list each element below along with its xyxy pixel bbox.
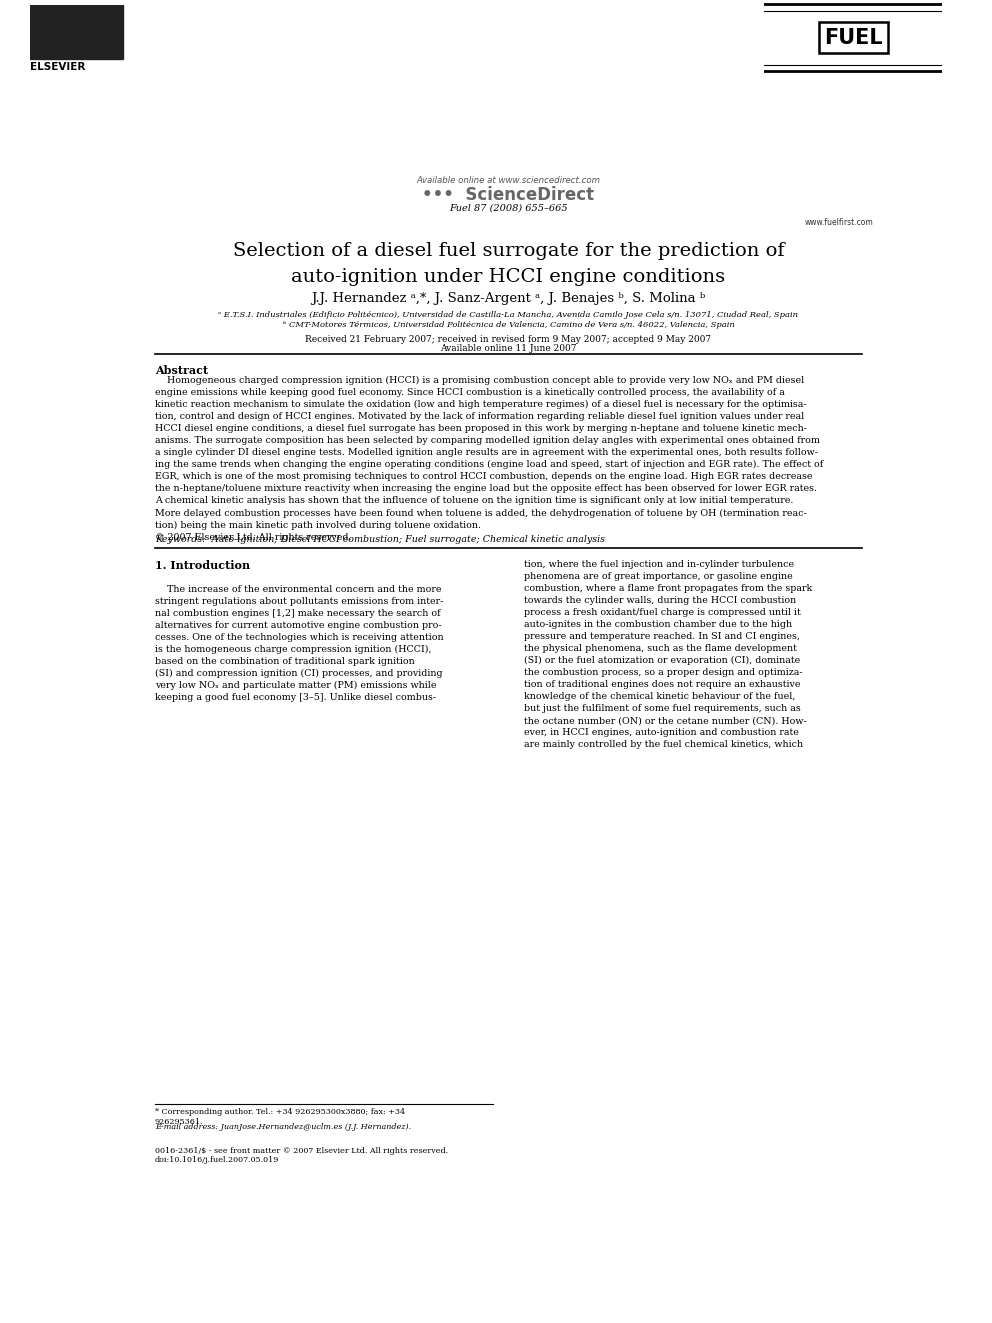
Text: Available online 11 June 2007: Available online 11 June 2007 bbox=[440, 344, 576, 353]
Text: •••  ScienceDirect: ••• ScienceDirect bbox=[423, 187, 594, 204]
Text: Available online at www.sciencedirect.com: Available online at www.sciencedirect.co… bbox=[417, 176, 600, 185]
Text: Received 21 February 2007; received in revised form 9 May 2007; accepted 9 May 2: Received 21 February 2007; received in r… bbox=[306, 335, 711, 344]
Text: Fuel 87 (2008) 655–665: Fuel 87 (2008) 655–665 bbox=[449, 204, 567, 213]
Text: ᵃ E.T.S.I. Industriales (Edificio Politécnico), Universidad de Castilla-La Manch: ᵃ E.T.S.I. Industriales (Edificio Polité… bbox=[218, 311, 799, 319]
Text: Selection of a diesel fuel surrogate for the prediction of
auto-ignition under H: Selection of a diesel fuel surrogate for… bbox=[232, 242, 785, 286]
Text: * Corresponding author. Tel.: +34 926295300x3880; fax: +34
926295361.: * Corresponding author. Tel.: +34 926295… bbox=[155, 1109, 405, 1126]
Text: Abstract: Abstract bbox=[155, 365, 208, 376]
Text: 1. Introduction: 1. Introduction bbox=[155, 560, 250, 572]
Text: www.fuelfirst.com: www.fuelfirst.com bbox=[805, 218, 873, 226]
Text: 0016-2361/$ - see front matter © 2007 Elsevier Ltd. All rights reserved.: 0016-2361/$ - see front matter © 2007 El… bbox=[155, 1147, 447, 1155]
Text: tion, where the fuel injection and in-cylinder turbulence
phenomena are of great: tion, where the fuel injection and in-cy… bbox=[524, 560, 812, 749]
Text: FUEL: FUEL bbox=[823, 28, 883, 48]
Text: Homogeneous charged compression ignition (HCCI) is a promising combustion concep: Homogeneous charged compression ignition… bbox=[155, 376, 823, 541]
Text: E-mail address: JuanJose.Hernandez@uclm.es (J.J. Hernandez).: E-mail address: JuanJose.Hernandez@uclm.… bbox=[155, 1123, 411, 1131]
Text: Keywords:  Auto-ignition; Diesel HCCI combustion; Fuel surrogate; Chemical kinet: Keywords: Auto-ignition; Diesel HCCI com… bbox=[155, 534, 605, 544]
Text: ᵇ CMT-Motores Térmicos, Universidad Politécnica de Valencia, Camino de Vera s/n.: ᵇ CMT-Motores Térmicos, Universidad Poli… bbox=[283, 320, 734, 328]
Text: The increase of the environmental concern and the more
stringent regulations abo: The increase of the environmental concer… bbox=[155, 585, 443, 703]
Text: J.J. Hernandez ᵃ,*, J. Sanz-Argent ᵃ, J. Benajes ᵇ, S. Molina ᵇ: J.J. Hernandez ᵃ,*, J. Sanz-Argent ᵃ, J.… bbox=[311, 292, 705, 306]
Text: ELSEVIER: ELSEVIER bbox=[30, 62, 85, 71]
Text: doi:10.1016/j.fuel.2007.05.019: doi:10.1016/j.fuel.2007.05.019 bbox=[155, 1156, 279, 1164]
Bar bbox=[30, 5, 123, 60]
